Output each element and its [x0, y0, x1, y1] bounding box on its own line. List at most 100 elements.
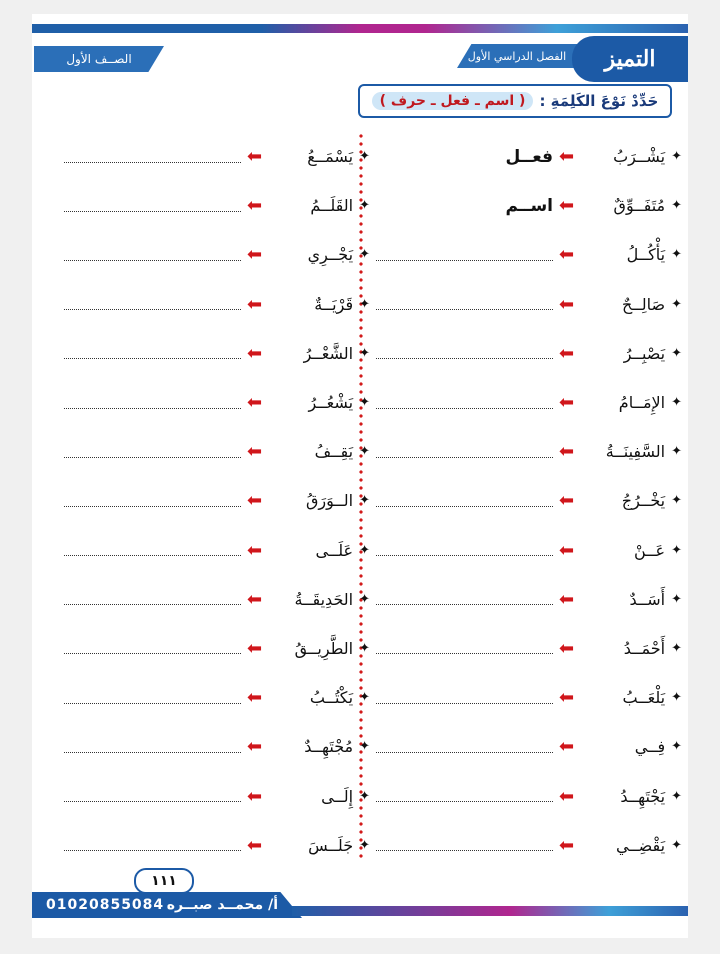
arrow-left-icon: ⬅	[247, 342, 263, 364]
bullet-icon: ✦	[671, 640, 682, 656]
dotted-divider	[359, 132, 363, 862]
bullet-icon: ✦	[671, 198, 682, 214]
exercise-row: ✦ السَّفِينَــةُ ⬅	[372, 427, 682, 476]
arrow-left-icon: ⬅	[559, 293, 575, 315]
exercise-word: يَكْتُــبُ	[309, 688, 354, 708]
answer-blank[interactable]	[64, 308, 241, 311]
arrow-left-icon: ⬅	[247, 195, 263, 217]
arrow-left-icon: ⬅	[247, 490, 263, 512]
right-column: ✦ يَشْــرَبُ ⬅ فعــل ✦ مُتَفَــوِّقٌ ⬅ اســم ✦ يَ…	[372, 132, 682, 870]
exercise-row: ✦ صَالِــحٌ ⬅	[372, 280, 682, 329]
exercise-row: ✦ عَــنْ ⬅	[372, 526, 682, 575]
exercise-word: أَسَــدٌ	[629, 589, 666, 609]
bullet-icon: ✦	[359, 739, 370, 755]
exercise-row: ✦ عَلَــى ⬅	[60, 526, 370, 575]
answer-blank[interactable]	[376, 505, 553, 507]
answer-blank[interactable]	[64, 554, 241, 557]
answer-blank[interactable]	[376, 849, 553, 852]
exercise-row: ✦ يَسْمَــعُ ⬅	[60, 132, 370, 181]
arrow-left-icon: ⬅	[247, 736, 263, 758]
bullet-icon: ✦	[359, 345, 370, 361]
answer-blank[interactable]	[376, 456, 553, 458]
arrow-left-icon: ⬅	[559, 146, 575, 168]
exercise-row: ✦ الإِمَــامُ ⬅	[372, 378, 682, 427]
exercise-word: يَشْــرَبُ	[613, 147, 666, 167]
bullet-icon: ✦	[359, 788, 370, 804]
answer-text: اســم	[505, 195, 554, 216]
arrow-left-icon: ⬅	[247, 539, 263, 561]
answer-blank[interactable]	[64, 800, 241, 803]
answer-blank[interactable]	[376, 554, 553, 557]
bullet-icon: ✦	[359, 296, 370, 312]
answer-blank[interactable]	[64, 210, 241, 212]
arrow-left-icon: ⬅	[559, 441, 575, 463]
exercise-row: ✦ أَسَــدٌ ⬅	[372, 575, 682, 624]
exercise-row: ✦ قَرْيَــةٌ ⬅	[60, 280, 370, 329]
exercise-row: ✦ فِــي ⬅	[372, 722, 682, 771]
page-number: ١١١	[134, 868, 194, 894]
exercise-word: يَخْــرُجُ	[621, 491, 666, 511]
arrow-left-icon: ⬅	[559, 687, 575, 709]
exercise-row: ✦ الــوَرَقُ ⬅	[60, 476, 370, 525]
header: الصــف الأول الفصل الدراسي الأول التميز	[32, 36, 688, 86]
exercise-word: يَقِــفُ	[314, 442, 354, 462]
bullet-icon: ✦	[671, 591, 682, 607]
answer-blank[interactable]	[376, 259, 553, 261]
logo-text: التميز	[604, 46, 656, 72]
answer-blank[interactable]	[64, 456, 241, 458]
answer-blank[interactable]	[376, 702, 553, 704]
answer-blank[interactable]	[64, 259, 241, 261]
answer-blank[interactable]	[376, 800, 553, 803]
bottom-color-bar	[292, 906, 688, 916]
answer-blank[interactable]	[376, 652, 553, 655]
exercise-word: فِــي	[634, 737, 666, 757]
teacher-name: أ/ محمــد صبــره	[166, 897, 278, 913]
bullet-icon: ✦	[671, 788, 682, 804]
bullet-icon: ✦	[671, 345, 682, 361]
answer-blank[interactable]	[376, 751, 553, 753]
answer-blank[interactable]	[64, 505, 241, 507]
arrow-left-icon: ⬅	[559, 244, 575, 266]
exercise-row: ✦ مُجْتَهِــدٌ ⬅	[60, 722, 370, 771]
bullet-icon: ✦	[359, 837, 370, 853]
answer-blank[interactable]	[376, 357, 553, 360]
answer-blank[interactable]	[64, 702, 241, 704]
exercise-row: ✦ يَجْتَهِــدُ ⬅	[372, 771, 682, 820]
arrow-left-icon: ⬅	[247, 146, 263, 168]
answer-blank[interactable]	[376, 407, 553, 409]
bullet-icon: ✦	[359, 591, 370, 607]
answer-blank[interactable]	[64, 407, 241, 409]
arrow-left-icon: ⬅	[247, 392, 263, 414]
term-ribbon: الفصل الدراسي الأول	[457, 44, 577, 68]
answer-blank[interactable]	[376, 603, 553, 606]
bullet-icon: ✦	[359, 493, 370, 509]
exercise-word: الشَّعْــرُ	[303, 343, 354, 363]
exercise-word: السَّفِينَــةُ	[605, 442, 666, 462]
arrow-left-icon: ⬅	[559, 195, 575, 217]
grade-ribbon: الصــف الأول	[34, 46, 164, 72]
bullet-icon: ✦	[671, 739, 682, 755]
teacher-bar: 01020855084 أ/ محمــد صبــره	[32, 892, 302, 918]
exercise-word: مُتَفَــوِّقٌ	[613, 196, 666, 216]
answer-blank[interactable]	[64, 603, 241, 606]
left-column: ✦ يَسْمَــعُ ⬅ ✦ القَلَــمُ ⬅ ✦ يَجْــرِي ⬅ ✦ قَرْ…	[60, 132, 370, 870]
arrow-left-icon: ⬅	[559, 637, 575, 659]
answer-blank[interactable]	[64, 751, 241, 753]
answer-blank[interactable]	[64, 357, 241, 360]
bullet-icon: ✦	[671, 296, 682, 312]
exercise-word: الــوَرَقُ	[305, 491, 354, 511]
exercise-row: ✦ يَصْبِــرُ ⬅	[372, 329, 682, 378]
answer-blank[interactable]	[376, 308, 553, 311]
arrow-left-icon: ⬅	[559, 539, 575, 561]
bullet-icon: ✦	[359, 542, 370, 558]
arrow-left-icon: ⬅	[559, 392, 575, 414]
answer-blank[interactable]	[64, 652, 241, 655]
arrow-left-icon: ⬅	[247, 244, 263, 266]
exercise-word: الطَّرِيــقُ	[294, 638, 354, 658]
bullet-icon: ✦	[671, 395, 682, 411]
bullet-icon: ✦	[359, 640, 370, 656]
answer-blank[interactable]	[64, 849, 241, 852]
bullet-icon: ✦	[359, 149, 370, 165]
answer-blank[interactable]	[64, 161, 241, 163]
exercise-row: ✦ يَأْكُــلُ ⬅	[372, 230, 682, 279]
